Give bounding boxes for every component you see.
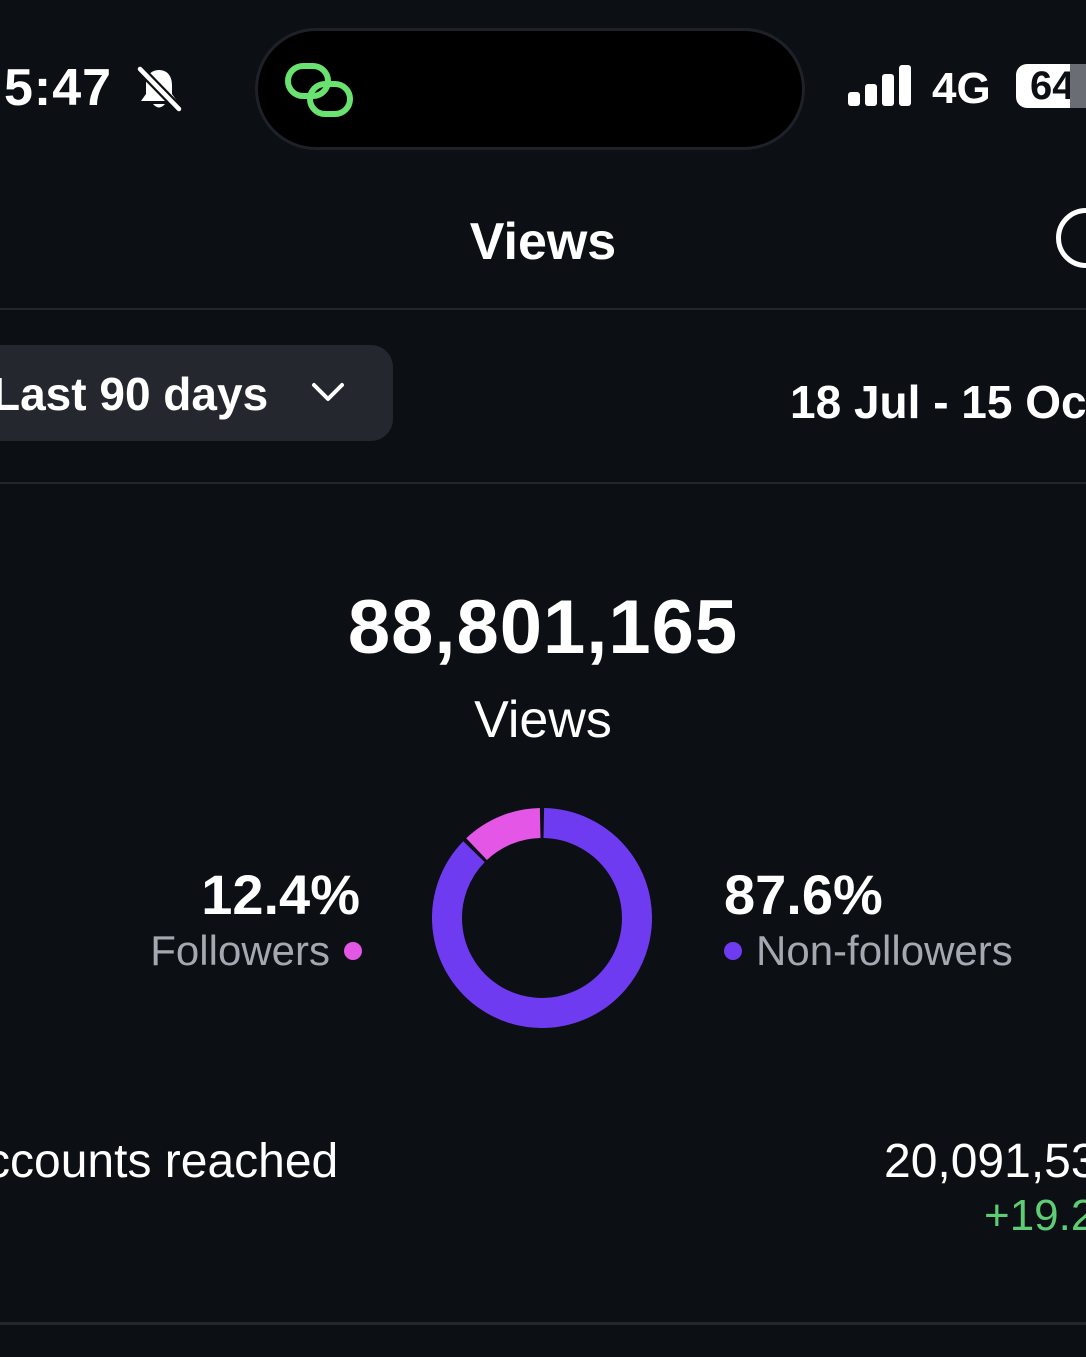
battery-icon: 64 <box>1016 64 1086 108</box>
accounts-reached-value: 20,091,53 <box>884 1135 1086 1188</box>
non-followers-dot <box>724 942 742 960</box>
chevron-down-icon <box>312 383 344 401</box>
accounts-reached-change: +19.2 <box>984 1191 1086 1240</box>
non-followers-label: Non-followers <box>756 927 1013 974</box>
views-donut-chart <box>432 808 652 1028</box>
battery-level: 64 <box>1030 64 1075 108</box>
link-icon[interactable] <box>284 60 356 120</box>
signal-icon <box>848 65 911 106</box>
donut-slice-followers <box>466 808 542 861</box>
total-views-value: 88,801,165 <box>347 585 739 670</box>
page-title: Views <box>469 213 617 271</box>
section-divider <box>0 1322 1086 1325</box>
period-dropdown[interactable] <box>0 345 393 441</box>
period-divider <box>0 482 1086 484</box>
header-divider <box>0 308 1086 310</box>
followers-legend: Followers <box>150 926 362 976</box>
followers-percent: 12.4% <box>201 863 360 926</box>
date-range: 18 Jul - 15 Oct <box>790 376 1086 428</box>
non-followers-percent: 87.6% <box>724 863 883 926</box>
followers-dot <box>344 942 362 960</box>
battery-remaining <box>1070 64 1086 108</box>
accounts-reached-label: Accounts reached <box>0 1135 339 1188</box>
network-label: 4G <box>932 64 991 113</box>
bell-slash-icon <box>136 65 183 113</box>
followers-label: Followers <box>150 927 330 974</box>
total-views-label: Views <box>474 691 612 749</box>
non-followers-legend: Non-followers <box>724 926 1013 976</box>
status-time: 5:47 <box>4 59 113 117</box>
period-label: Last 90 days <box>0 368 269 420</box>
donut-slice-non-followers <box>432 808 652 1028</box>
